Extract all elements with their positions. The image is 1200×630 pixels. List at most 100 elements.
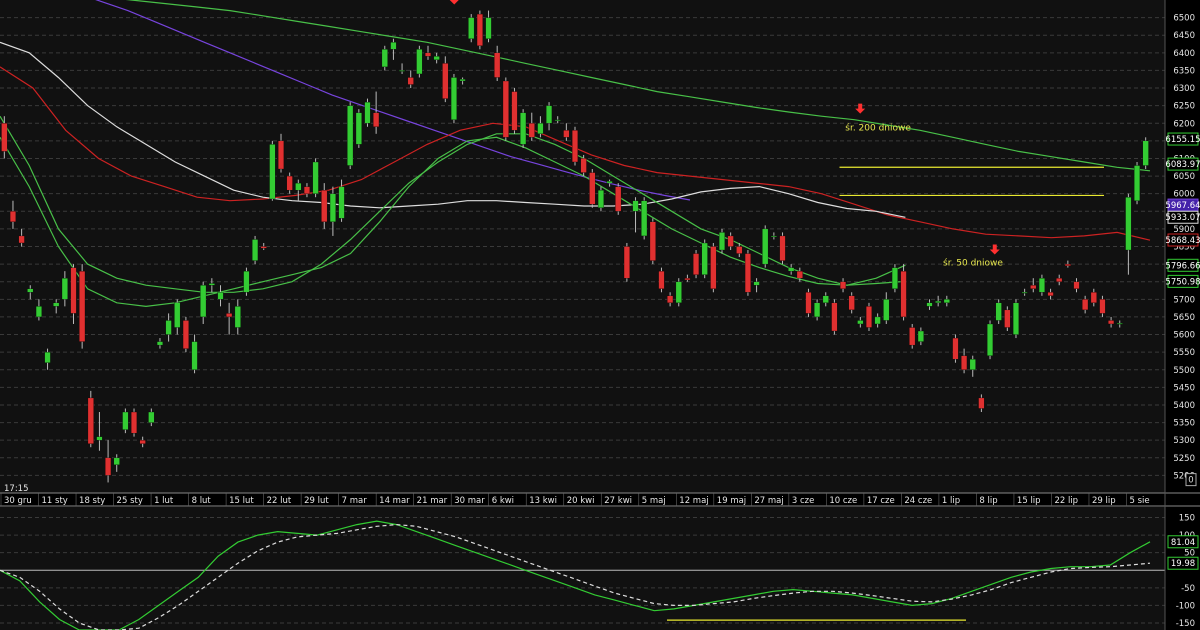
- candle-body: [909, 327, 916, 346]
- ma-annotation: śr. 50 dniowe: [943, 258, 1003, 269]
- candle-body: [321, 190, 328, 223]
- candle-body: [390, 42, 397, 50]
- candle-body: [347, 105, 354, 166]
- oscillator-y-tick-label: 150: [1179, 514, 1195, 524]
- candle-body: [1004, 309, 1011, 328]
- candle-body: [1099, 299, 1106, 314]
- price-y-tick-label: 6200: [1173, 119, 1195, 129]
- x-tick-label: 27 maj: [754, 496, 783, 506]
- candle-body: [917, 330, 924, 342]
- oscillator-line: [0, 523, 1151, 630]
- candle-body: [425, 52, 432, 57]
- candle-body: [1030, 285, 1037, 289]
- down-arrow-marker: [989, 244, 1000, 255]
- candle-body: [684, 278, 691, 281]
- candle-body: [44, 351, 51, 363]
- candle-body: [623, 246, 630, 279]
- oscillator-value-tag: 81.04: [1171, 538, 1195, 548]
- candle-body: [1012, 302, 1019, 335]
- price-annotations: śr. 200 dniowe śr. 50 dniowe: [845, 122, 1003, 268]
- candle-body: [563, 130, 570, 138]
- x-axis: 30 gru 11 sty 18 sty 25 sty 1 lut 8 lut 15 lut…: [0, 492, 1200, 507]
- x-tick-label: 7 mar: [342, 496, 368, 506]
- candle-body: [139, 440, 146, 444]
- candle-body: [597, 190, 604, 208]
- price-value-tag: 5933.07: [1165, 213, 1200, 223]
- oscillator-plot-area: [0, 507, 1165, 630]
- x-tick-label: 30 mar: [454, 496, 485, 506]
- candle-body: [1038, 278, 1045, 293]
- candle-body: [1108, 320, 1115, 325]
- candle-body: [148, 411, 155, 423]
- price-y-tick-label: 6050: [1173, 172, 1195, 182]
- candle-body: [874, 316, 881, 325]
- x-tick-label: 8 lip: [979, 496, 997, 506]
- candle-body: [407, 77, 414, 85]
- oscillator-grid: [0, 517, 1165, 624]
- price-y-tick-label: 6000: [1173, 190, 1195, 200]
- candle-body: [174, 302, 181, 328]
- x-tick-label: 8 lut: [192, 496, 212, 506]
- x-tick-label: 29 lut: [304, 496, 329, 506]
- candle-body: [961, 355, 968, 370]
- candle-body: [442, 63, 449, 99]
- candle-body: [1134, 165, 1141, 201]
- candle-body: [191, 341, 198, 370]
- time-label: 17:15: [4, 484, 29, 494]
- candle-body: [53, 302, 60, 307]
- candle-body: [658, 270, 665, 289]
- candle-body: [35, 306, 42, 318]
- price-value-tag-box: [1167, 210, 1199, 224]
- x-tick-label: 21 mar: [417, 496, 448, 506]
- price-y-tick-label: 6250: [1173, 102, 1195, 112]
- candle-body: [70, 267, 77, 314]
- candle-body: [891, 267, 898, 289]
- zero-label-box: [1185, 473, 1197, 487]
- candle-body: [485, 17, 492, 39]
- price-y-tick-label: 5350: [1173, 419, 1195, 429]
- price-value-tag: 5967.64: [1165, 201, 1200, 211]
- oscillator-value-tag: 19.98: [1171, 559, 1195, 569]
- moving-average-line: [0, 41, 906, 218]
- candle-body: [87, 397, 94, 444]
- price-value-tag: 5868.43: [1165, 236, 1200, 246]
- candle-body: [744, 253, 751, 293]
- x-tick-label: 27 kwi: [604, 496, 632, 506]
- moving-average-line: [0, 115, 906, 293]
- oscillator-value-tags: 81.04 19.98: [1167, 535, 1199, 570]
- candle-body: [762, 228, 769, 265]
- candle-body: [727, 235, 734, 247]
- candle-body: [935, 300, 942, 303]
- candle-body: [865, 306, 872, 328]
- candle-body: [182, 320, 189, 349]
- candle-body: [416, 49, 423, 75]
- candle-body: [693, 253, 700, 275]
- x-tick-label: 1 lip: [942, 496, 960, 506]
- candle-body: [1116, 323, 1123, 325]
- oscillator-y-tick-label: -100: [1176, 601, 1195, 611]
- oscillator-line: [0, 520, 1151, 630]
- candle-body: [770, 235, 777, 238]
- candle-body: [260, 246, 267, 249]
- candle-body: [61, 278, 68, 300]
- price-y-tick-label: 6450: [1173, 31, 1195, 41]
- x-tick-label: 22 lut: [267, 496, 292, 506]
- candle-body: [978, 397, 985, 409]
- x-tick-label: 25 sty: [117, 496, 143, 506]
- price-y-tick-label: 5600: [1173, 331, 1195, 341]
- oscillator-lines: [0, 520, 1151, 630]
- price-y-tick-label: 6500: [1173, 14, 1195, 24]
- price-y-tick-label: 5450: [1173, 383, 1195, 393]
- candle-body: [632, 200, 639, 212]
- candle-body: [546, 105, 553, 124]
- candle-body: [805, 292, 812, 314]
- candle-body: [1064, 263, 1071, 267]
- candle-body: [399, 70, 406, 72]
- candle-body: [502, 80, 509, 138]
- candle-body: [1073, 281, 1080, 289]
- candle-body: [329, 193, 336, 223]
- candle-body: [701, 242, 708, 275]
- price-y-tick-label: 5900: [1173, 225, 1195, 235]
- candle-body: [312, 161, 319, 194]
- candle-body: [217, 292, 224, 300]
